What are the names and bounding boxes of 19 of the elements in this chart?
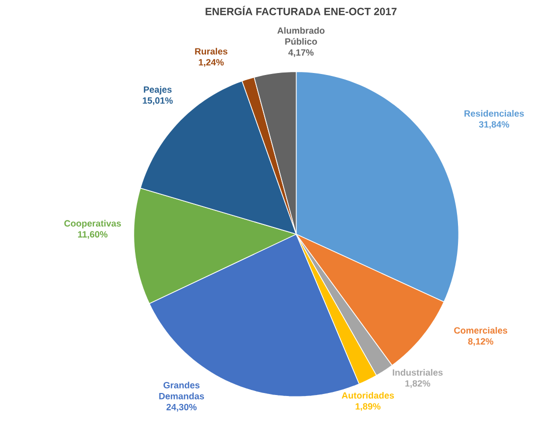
data-label: 31,84% bbox=[478, 121, 510, 129]
slice-label: Grandes Demandas bbox=[159, 382, 204, 400]
slice-label: Comerciales bbox=[454, 327, 508, 334]
chart-title: ENERGÍA FACTURADA ENE-OCT 2017 bbox=[206, 6, 397, 16]
slice-label: Rurales bbox=[195, 48, 228, 55]
slice-label: Autoridades bbox=[342, 392, 394, 399]
data-label: 4,17% bbox=[288, 49, 314, 58]
data-label: 1,89% bbox=[356, 403, 380, 411]
data-label: 1,24% bbox=[198, 59, 224, 67]
slice-label: Residenciales bbox=[464, 110, 524, 117]
data-label: 24,30% bbox=[166, 404, 197, 412]
slice-label: Industriales bbox=[392, 369, 443, 376]
data-label: 15,01% bbox=[142, 97, 173, 106]
slice-label: Cooperativas bbox=[64, 220, 121, 228]
data-label: 11,60% bbox=[78, 231, 108, 239]
data-label: 8,12% bbox=[468, 338, 494, 346]
data-label: 1,82% bbox=[405, 380, 430, 388]
slice-label: Peajes bbox=[144, 86, 172, 95]
slice-label: Alumbrado Público bbox=[277, 27, 325, 45]
